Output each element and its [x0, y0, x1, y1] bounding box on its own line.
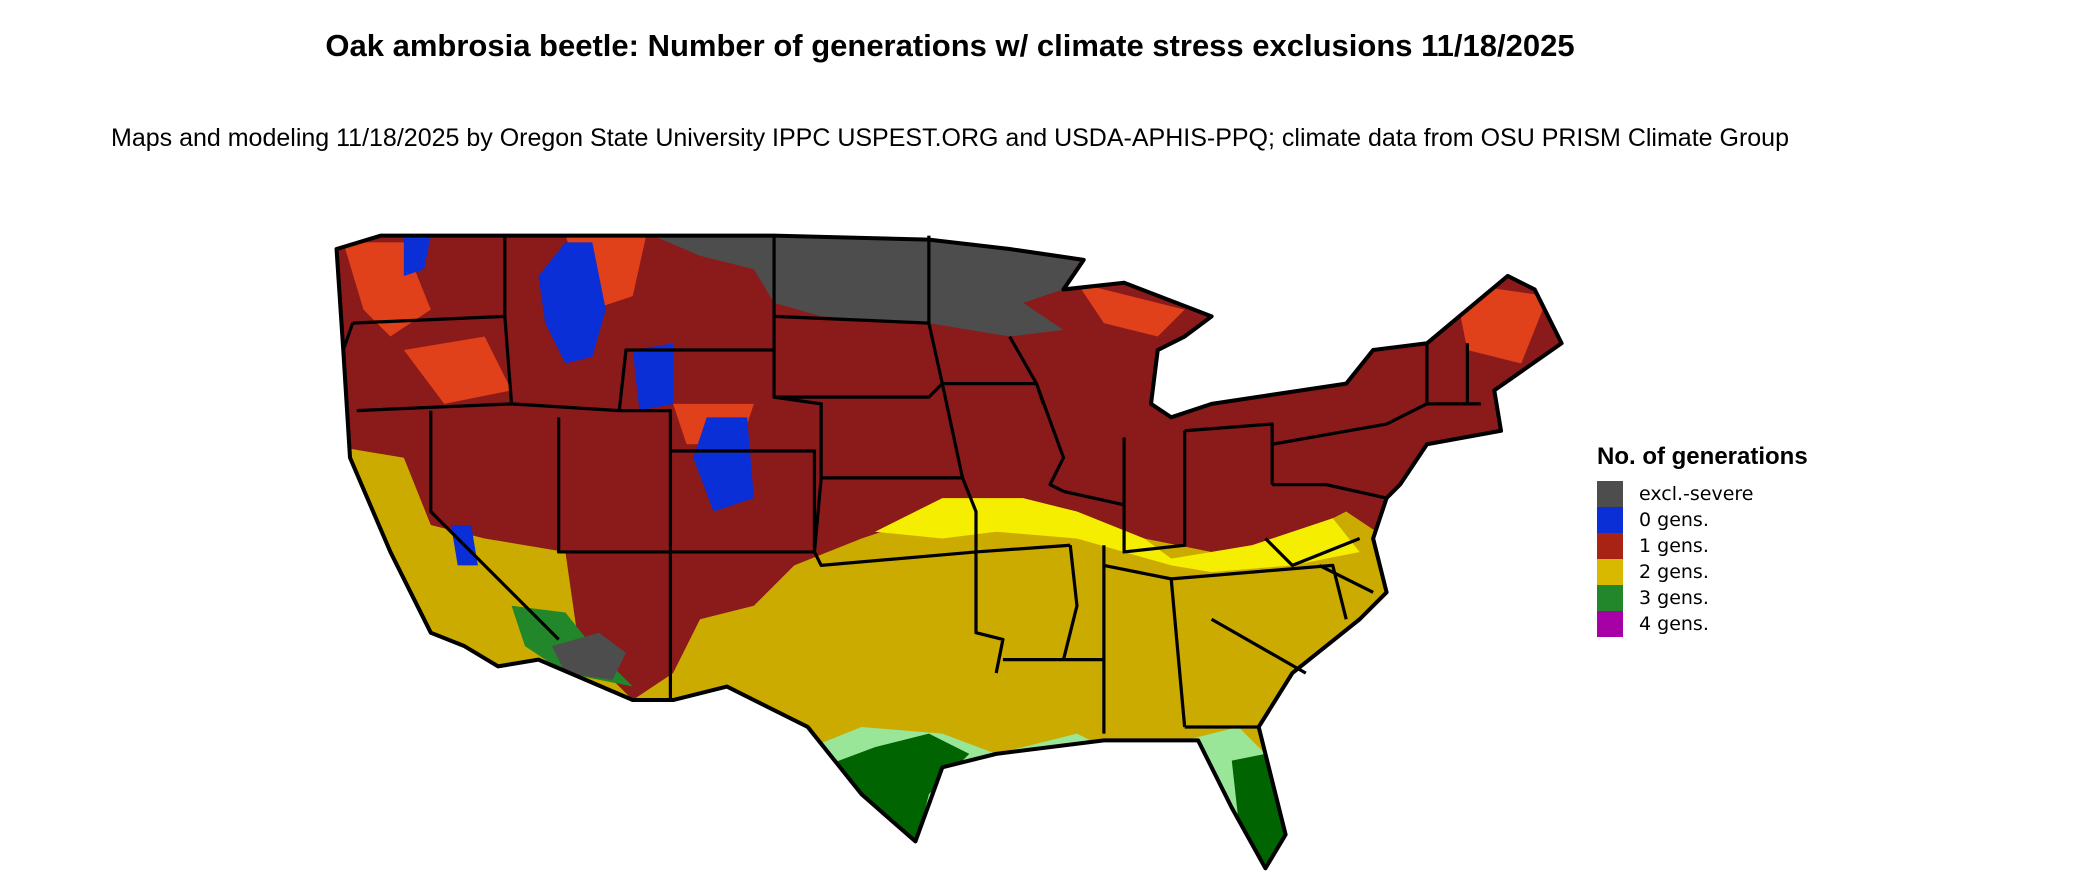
legend-swatch: [1597, 481, 1623, 507]
legend-item-excl-severe: excl.-severe: [1597, 481, 1817, 507]
legend-title: No. of generations: [1597, 443, 1808, 470]
legend: No. of generations excl.-severe 0 gens. …: [1597, 443, 1817, 637]
legend-label: 3 gens.: [1639, 587, 1709, 609]
state-borders: [337, 236, 1562, 869]
legend-swatch: [1597, 585, 1623, 611]
legend-item-2-gens: 2 gens.: [1597, 559, 1817, 585]
legend-item-3-gens: 3 gens.: [1597, 585, 1817, 611]
region-excl-north: [652, 235, 1084, 337]
legend-swatch: [1597, 533, 1623, 559]
region-0-gen: [403, 235, 754, 566]
legend-label: 2 gens.: [1639, 561, 1709, 583]
region-3-gen-tx: [821, 733, 970, 849]
legend-label: 4 gens.: [1639, 613, 1709, 635]
legend-item-1-gens: 1 gens.: [1597, 533, 1817, 559]
legend-swatch: [1597, 559, 1623, 585]
region-2-gen-bright: [875, 498, 1360, 573]
legend-swatch: [1597, 507, 1623, 533]
legend-swatch: [1597, 611, 1623, 637]
map-title: Oak ambrosia beetle: Number of generatio…: [325, 28, 1575, 63]
region-excl-az: [551, 632, 626, 680]
legend-item-4-gens: 4 gens.: [1597, 611, 1817, 637]
legend-item-0-gens: 0 gens.: [1597, 507, 1817, 533]
legend-label: 1 gens.: [1639, 535, 1709, 557]
legend-label: 0 gens.: [1639, 509, 1709, 531]
legend-label: excl.-severe: [1639, 483, 1754, 505]
map-subtitle: Maps and modeling 11/18/2025 by Oregon S…: [111, 124, 1789, 152]
